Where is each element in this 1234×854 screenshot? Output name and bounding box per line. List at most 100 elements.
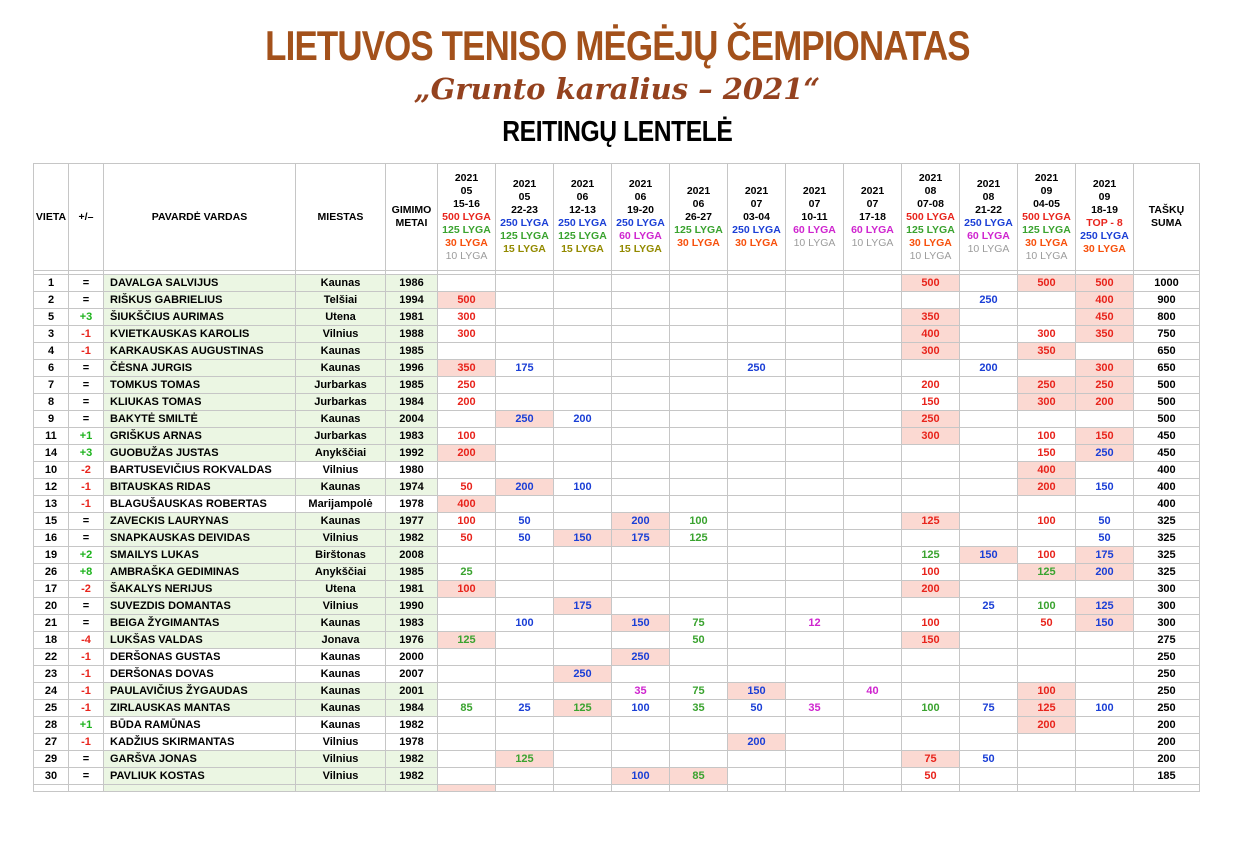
player-row: 12 -1 BITAUSKAS RIDAS Kaunas 1974 50 200 100 200…: [33, 478, 1200, 496]
cell-points: [843, 767, 902, 785]
cell-change: =: [68, 376, 104, 394]
cell-points: 250: [1017, 376, 1076, 394]
cell-points: [611, 478, 670, 496]
player-row: 13 -1 BLAGUŠAUSKAS ROBERTAS Marijampolė 1978…: [33, 495, 1200, 513]
cell-points: [727, 308, 786, 326]
cell-points: [785, 665, 844, 683]
cell-points: [785, 376, 844, 394]
cell-vieta: 27: [33, 733, 69, 751]
cell-points: [727, 478, 786, 496]
header-event-11: 2021 09 04-05 500 LYGA 125 LYGA 30 LYGA 10 LYG…: [1017, 163, 1076, 271]
cell-points: [785, 410, 844, 428]
cell-points: [611, 325, 670, 343]
cell-birth: 1984: [385, 393, 438, 411]
league-label: 30 LYGA: [1025, 236, 1068, 249]
cell-points: 200: [495, 478, 554, 496]
cell-points: 50: [437, 529, 496, 547]
cell-points: [669, 444, 728, 462]
cell-points: [611, 376, 670, 394]
cell-points: 75: [669, 614, 728, 632]
cell-points: [727, 461, 786, 479]
cell-city: Jurbarkas: [295, 376, 386, 394]
cell-name: SNAPKAUSKAS DEIVIDAS: [103, 529, 296, 547]
cell-points: 250: [1075, 376, 1134, 394]
cell-points: [843, 444, 902, 462]
cell-birth: 1978: [385, 733, 438, 751]
cell-city: Vilnius: [295, 461, 386, 479]
cell-points: [495, 427, 554, 445]
cell-points: [611, 342, 670, 360]
cell-points: 100: [437, 580, 496, 598]
cell-change: =: [68, 359, 104, 377]
cell-points: [1075, 342, 1134, 360]
cell-birth: 1974: [385, 478, 438, 496]
cell-points: [495, 274, 554, 292]
cell-points: [1075, 767, 1134, 785]
player-row: 26 +8 AMBRAŠKA GEDIMINAS Anykščiai 1985 25 100…: [33, 563, 1200, 581]
cell-birth: 1982: [385, 750, 438, 768]
cell-points: 50: [1017, 614, 1076, 632]
league-label: 30 LYGA: [677, 236, 720, 249]
cell-points: [727, 410, 786, 428]
cell-points: [901, 291, 960, 309]
header-event-6: 2021 07 03-04 250 LYGA 30 LYGA: [727, 163, 786, 271]
cell-points: 350: [1075, 325, 1134, 343]
cell-vieta: 4: [33, 342, 69, 360]
cell-birth: 1983: [385, 614, 438, 632]
cell-birth: 1978: [385, 495, 438, 513]
cell-change: -2: [68, 580, 104, 598]
cell-suma: 500: [1133, 410, 1200, 428]
cell-points: [1017, 359, 1076, 377]
league-label: 15 LYGA: [503, 243, 546, 255]
cell-points: [669, 325, 728, 343]
cell-points: [785, 750, 844, 768]
cell-suma: 650: [1133, 359, 1200, 377]
cell-suma: 325: [1133, 563, 1200, 581]
cell-points: 400: [437, 495, 496, 513]
league-label: 30 LYGA: [445, 236, 488, 249]
cell-points: [727, 376, 786, 394]
cell-points: 125: [1017, 699, 1076, 717]
cell-points: [727, 716, 786, 734]
event-date-line: 2021: [1092, 178, 1117, 190]
cell-vieta: 11: [33, 427, 69, 445]
cell-points: 100: [669, 512, 728, 530]
league-label: 250 LYGA: [964, 217, 1013, 229]
cell-points: 125: [1075, 597, 1134, 615]
cell-suma: 275: [1133, 631, 1200, 649]
cell-points: [495, 291, 554, 309]
cell-points: 125: [437, 631, 496, 649]
cell-points: 400: [1017, 461, 1076, 479]
header-event-10: 2021 08 21-22 250 LYGA 60 LYGA 10 LYGA: [959, 163, 1018, 271]
cell-birth: 1996: [385, 359, 438, 377]
cell-points: 85: [669, 767, 728, 785]
cell-points: 35: [669, 699, 728, 717]
cell-points: [959, 648, 1018, 666]
cell-points: [553, 716, 612, 734]
cell-change: +3: [68, 308, 104, 326]
cell-birth: 1990: [385, 597, 438, 615]
cell-vieta: 24: [33, 682, 69, 700]
partial-cell: [553, 784, 612, 792]
event-date-line: 09: [1040, 184, 1053, 197]
cell-points: [437, 750, 496, 768]
cell-points: [785, 444, 844, 462]
cell-vieta: 20: [33, 597, 69, 615]
cell-name: AMBRAŠKA GEDIMINAS: [103, 563, 296, 581]
cell-points: [959, 461, 1018, 479]
event-date-line: 18-19: [1091, 204, 1118, 216]
league-label: 10 LYGA: [851, 236, 894, 249]
player-row: 5 +3 ŠIUKŠČIUS AURIMAS Utena 1981 300 350 450 80…: [33, 308, 1200, 326]
cell-points: [959, 716, 1018, 734]
league-label: 30 LYGA: [1083, 243, 1126, 255]
league-label: 125 LYGA: [558, 230, 607, 242]
header-event-2: 2021 05 22-23 250 LYGA 125 LYGA 15 LYGA: [495, 163, 554, 271]
cell-suma: 650: [1133, 342, 1200, 360]
cell-points: [843, 512, 902, 530]
cell-points: [1017, 767, 1076, 785]
cell-change: =: [68, 512, 104, 530]
cell-points: [553, 614, 612, 632]
cell-points: [553, 580, 612, 598]
player-row: 18 -4 LUKŠAS VALDAS Jonava 1976 125 50 150 275: [33, 631, 1200, 649]
partial-cell: [295, 784, 386, 792]
